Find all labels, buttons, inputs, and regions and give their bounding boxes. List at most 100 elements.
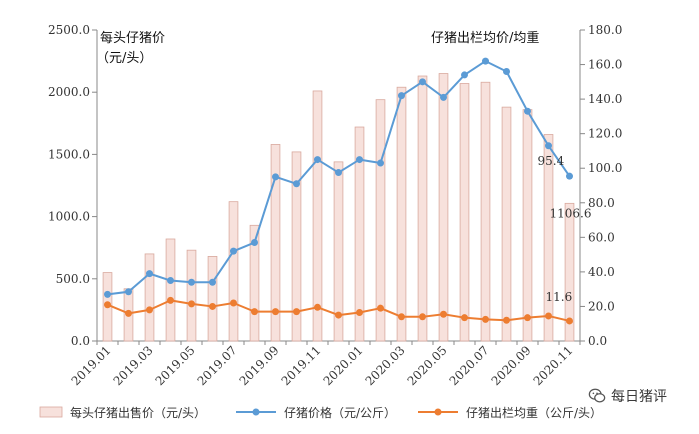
right-tick-label: 120.0 <box>588 127 622 141</box>
left-tick-label: 500.0 <box>56 272 90 286</box>
bar <box>165 238 176 342</box>
bar <box>333 161 344 342</box>
x-tick-label: 2020.11 <box>531 343 576 388</box>
price-point <box>377 159 384 167</box>
weight-point <box>272 308 279 316</box>
price-point <box>356 156 363 164</box>
left-tick-label: 1500.0 <box>48 147 90 161</box>
weight-point <box>566 317 573 325</box>
x-tick-label: 2020.09 <box>489 343 534 388</box>
x-tick-label: 2019.09 <box>237 343 282 388</box>
weight-point <box>125 309 132 317</box>
bar <box>207 256 218 342</box>
bar <box>228 201 239 342</box>
price-point <box>125 288 132 296</box>
weight-point <box>209 302 216 310</box>
price-point <box>335 169 342 177</box>
right-tick-label: 40.0 <box>588 265 615 279</box>
weight-point <box>377 304 384 312</box>
legend-swatch-price-marker <box>252 408 260 416</box>
price-point <box>167 277 174 285</box>
left-tick-label: 0.0 <box>71 334 90 348</box>
price-point <box>545 142 552 150</box>
price-point <box>461 71 468 79</box>
bar <box>396 86 407 342</box>
weight-point <box>188 300 195 308</box>
legend-swatch-weight-marker <box>434 408 442 416</box>
weight-point <box>440 310 447 318</box>
right-tick-label: 60.0 <box>588 230 615 244</box>
price-point <box>524 107 531 115</box>
x-tick-label: 2019.05 <box>153 343 198 388</box>
right-tick-label: 140.0 <box>588 92 622 106</box>
weight-point <box>482 315 489 323</box>
price-point <box>419 78 426 86</box>
weight-point <box>230 299 237 307</box>
weight-point <box>251 308 258 316</box>
legend-label-bar: 每头仔猪出售价（元/头） <box>70 405 206 420</box>
bar <box>543 134 554 342</box>
weight-point <box>461 314 468 322</box>
price-point <box>440 93 447 101</box>
weight-point <box>356 308 363 316</box>
bar <box>480 81 491 342</box>
left-axis-title-line1: 每头仔猪价 <box>100 30 165 46</box>
right-tick-label: 20.0 <box>588 299 615 313</box>
price-point <box>398 92 405 100</box>
watermark-text: 每日猪评 <box>611 389 667 405</box>
price-point <box>146 270 153 278</box>
x-tick-label: 2019.03 <box>111 343 156 388</box>
bar <box>312 90 323 342</box>
data-label: 11.6 <box>546 290 573 304</box>
labels-layer: 95.4 1106.6 11.6 <box>538 154 592 304</box>
weight-point <box>314 303 321 311</box>
bar <box>459 83 470 342</box>
bar <box>270 144 281 342</box>
bar <box>144 253 155 342</box>
bar <box>438 73 449 342</box>
left-tick-label: 2000.0 <box>48 85 90 99</box>
left-tick-label: 1000.0 <box>48 210 90 224</box>
x-tick-label: 2019.01 <box>69 343 114 388</box>
lines-layer <box>104 57 573 325</box>
x-tick-label: 2020.03 <box>363 343 408 388</box>
price-point <box>209 278 216 286</box>
weight-point <box>545 312 552 320</box>
weight-point <box>335 311 342 319</box>
bar <box>186 249 197 342</box>
weight-point <box>104 301 111 309</box>
bar <box>354 126 365 342</box>
price-point <box>503 67 510 75</box>
left-axis-title-line2: （元/头） <box>96 51 152 66</box>
bar <box>564 202 575 342</box>
bar <box>375 99 386 342</box>
bar <box>249 224 260 342</box>
x-tick-label: 2019.11 <box>279 343 324 388</box>
weight-point <box>146 306 153 314</box>
right-tick-label: 0.0 <box>588 334 607 348</box>
data-label: 95.4 <box>538 154 565 168</box>
right-tick-label: 180.0 <box>588 23 622 37</box>
bars-layer <box>102 73 575 342</box>
weight-point <box>524 314 531 322</box>
price-point <box>230 247 237 255</box>
price-point <box>482 57 489 65</box>
price-point <box>272 173 279 181</box>
x-tick-label: 2020.01 <box>321 343 366 388</box>
bar <box>501 106 512 342</box>
price-point <box>104 290 111 298</box>
wechat-icon <box>588 388 606 403</box>
price-point <box>293 180 300 188</box>
legend-label-price: 仔猪价格（元/公斤） <box>284 405 396 420</box>
weight-point <box>293 308 300 316</box>
weight-point <box>398 313 405 321</box>
weight-point <box>419 313 426 321</box>
watermark: 每日猪评 <box>588 386 667 406</box>
legend-label-weight: 仔猪出栏均重（公斤/头） <box>466 405 602 420</box>
x-tick-label: 2020.07 <box>447 343 492 388</box>
data-label: 1106.6 <box>550 206 592 220</box>
right-tick-label: 160.0 <box>588 58 622 72</box>
legend-swatch-bar <box>39 406 63 418</box>
legend: 每头仔猪出售价（元/头） 仔猪价格（元/公斤） 仔猪出栏均重（公斤/头） <box>39 405 602 420</box>
